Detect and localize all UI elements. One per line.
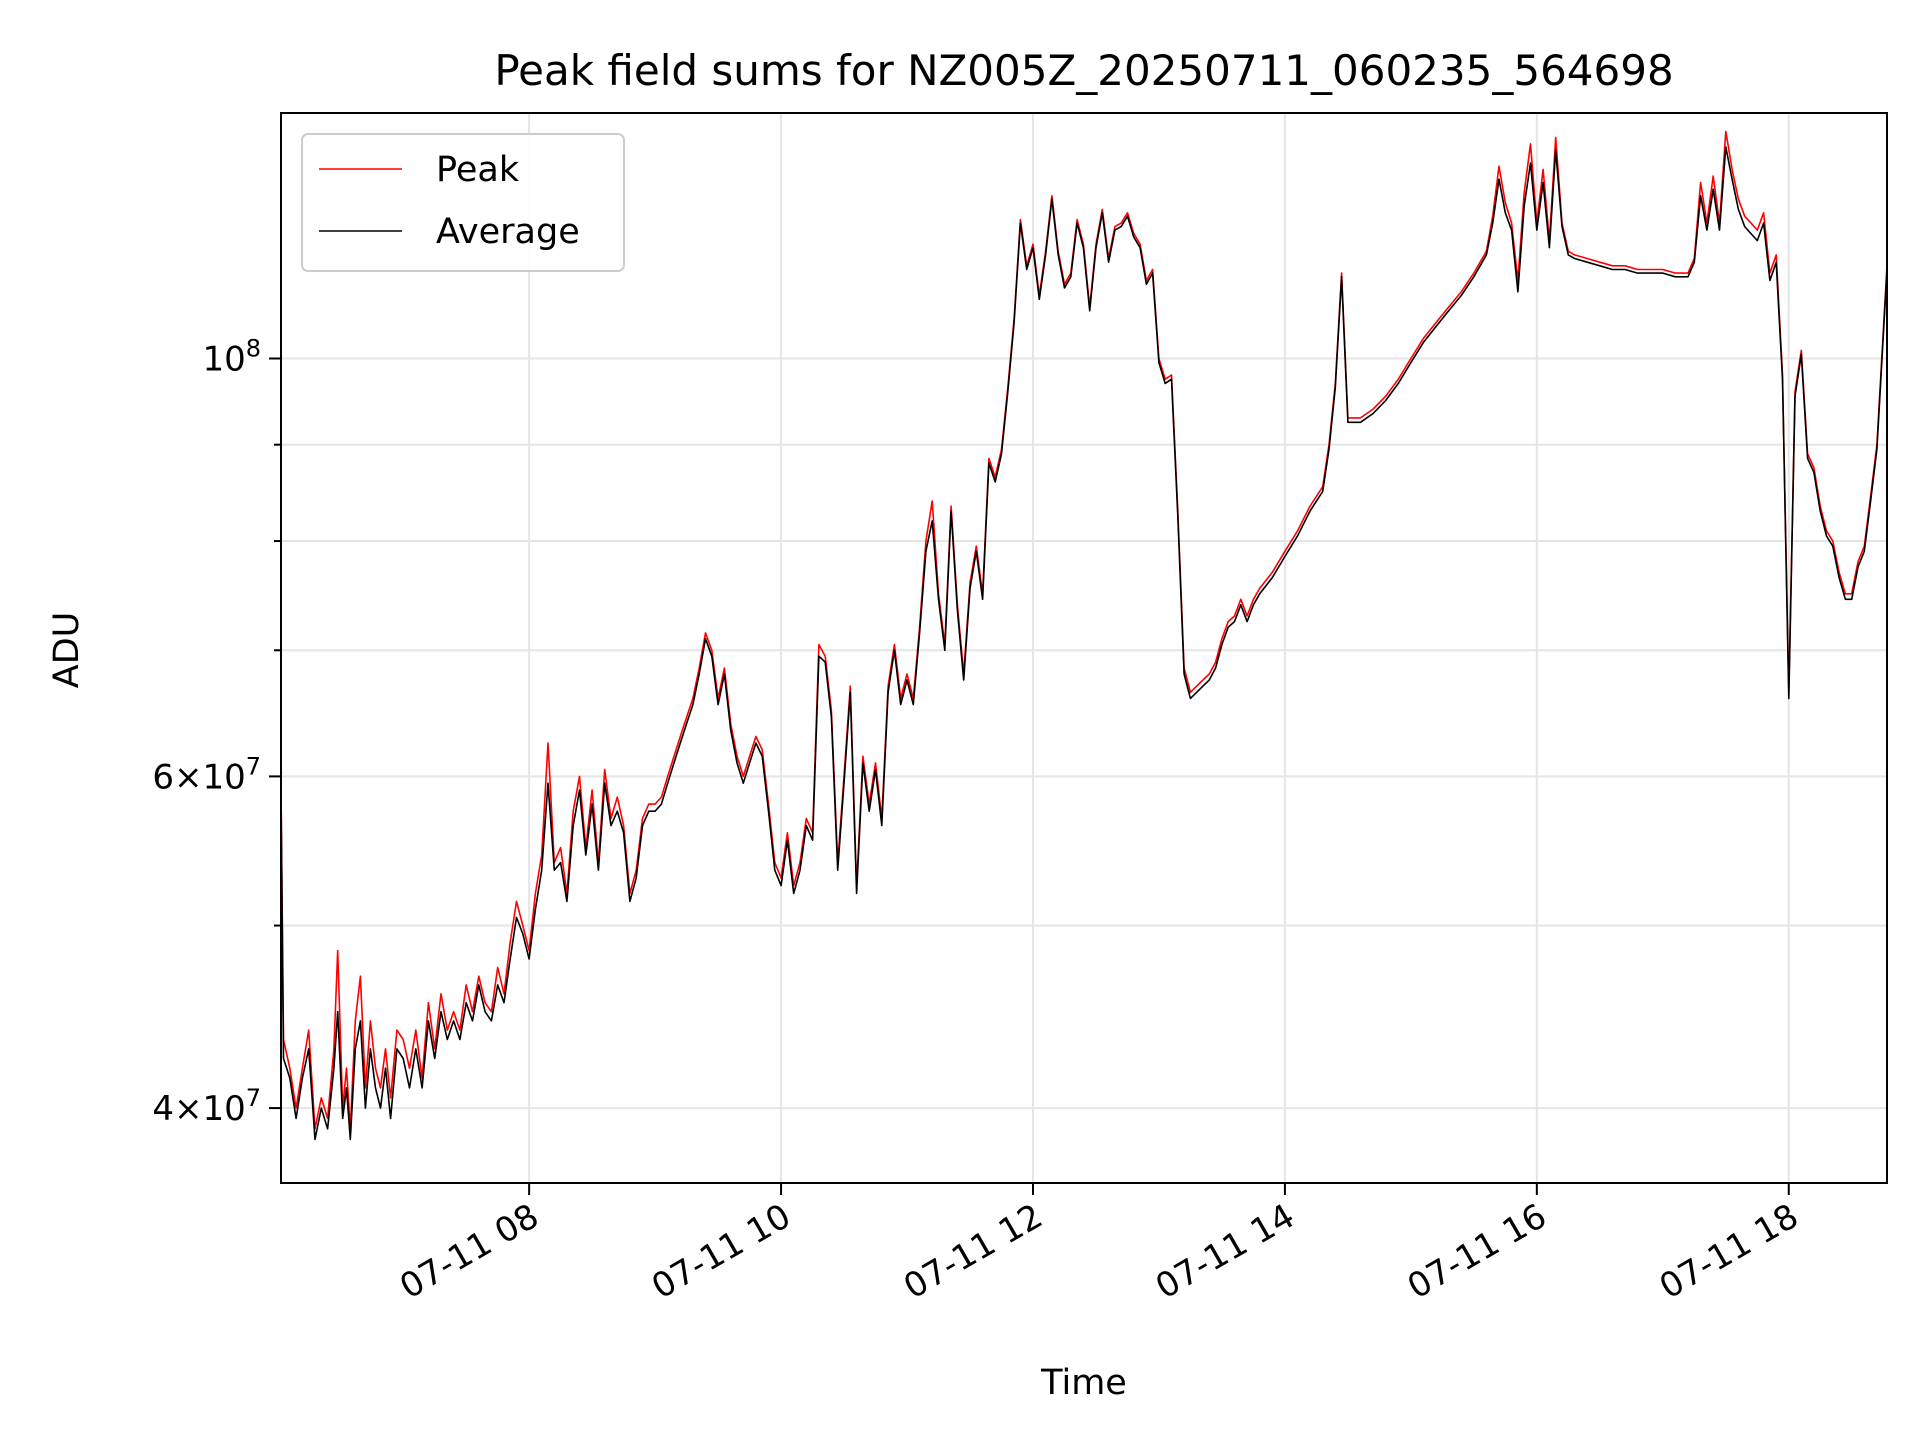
y-axis-label: ADU bbox=[47, 612, 87, 689]
chart-title: Peak field sums for NZ005Z_20250711_0602… bbox=[494, 46, 1673, 95]
y-tick-label: 6×107 bbox=[152, 752, 261, 797]
series-line-average bbox=[281, 146, 1887, 1141]
y-tick-label: 4×107 bbox=[152, 1084, 261, 1129]
legend-label-peak: Peak bbox=[436, 150, 520, 190]
y-axis: 4×107 6×107 108 bbox=[152, 335, 281, 1129]
legend-label-average: Average bbox=[436, 212, 580, 252]
plot-series bbox=[281, 130, 1887, 1141]
grid-lines bbox=[281, 113, 1887, 1183]
x-axis-label: Time bbox=[1040, 1363, 1127, 1403]
series-line-peak bbox=[281, 130, 1887, 1130]
plot-frame bbox=[280, 112, 1888, 1184]
y-tick-label: 108 bbox=[202, 335, 261, 380]
legend: Peak Average bbox=[301, 133, 625, 272]
